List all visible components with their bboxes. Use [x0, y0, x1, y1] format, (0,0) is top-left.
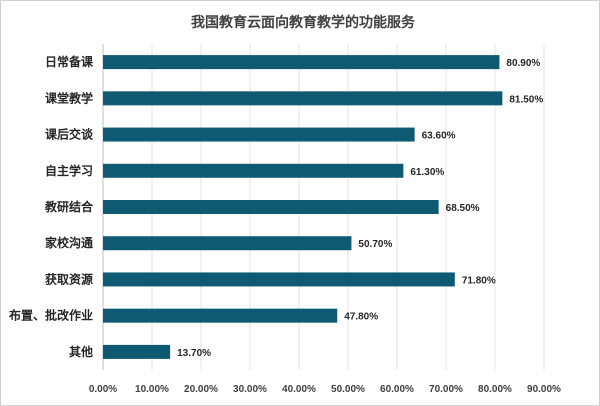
x-tick-label: 80.00%: [478, 384, 512, 395]
x-tick-label: 60.00%: [380, 384, 414, 395]
x-tick-label: 30.00%: [233, 384, 267, 395]
category-label: 其他: [69, 344, 93, 359]
value-label: 61.30%: [410, 167, 444, 178]
labels: 0.00% 10.00% 20.00% 30.00% 40.00% 50.00% 60.00…: [9, 54, 561, 395]
bar: [103, 200, 439, 214]
x-tick-label: 20.00%: [184, 384, 218, 395]
x-tick-label: 50.00%: [331, 384, 365, 395]
bar: [103, 344, 171, 359]
value-label: 63.60%: [422, 131, 456, 142]
category-label: 日常备课: [45, 54, 94, 69]
x-tick-label: 0.00%: [89, 384, 117, 395]
value-label: 68.50%: [446, 203, 480, 214]
bar: [103, 308, 338, 323]
value-label: 71.80%: [462, 275, 496, 286]
category-label: 课后交谈: [45, 127, 94, 142]
bars: [103, 55, 503, 359]
value-label: 50.70%: [358, 239, 392, 250]
category-label: 课堂教学: [45, 90, 93, 105]
category-label: 布置、批改作业: [9, 308, 93, 323]
bar: [103, 127, 415, 142]
value-label: 13.70%: [177, 348, 211, 359]
bar: [103, 236, 352, 251]
x-tick-label: 70.00%: [429, 384, 463, 395]
category-label: 获取资源: [44, 271, 93, 286]
bar: [103, 163, 404, 178]
value-label: 81.50%: [509, 94, 543, 105]
bar: [103, 272, 455, 287]
bar: [103, 55, 500, 70]
category-label: 自主学习: [45, 163, 93, 178]
x-tick-label: 90.00%: [527, 384, 561, 395]
category-label: 教研结合: [44, 199, 94, 214]
x-tick-label: 10.00%: [135, 384, 169, 395]
value-label: 80.90%: [506, 58, 540, 69]
chart-title: 我国教育云面向教育教学的功能服务: [191, 14, 416, 31]
x-tick-label: 40.00%: [282, 384, 316, 395]
category-label: 家校沟通: [45, 235, 93, 250]
value-label: 47.80%: [344, 312, 378, 323]
bar: [103, 91, 503, 106]
